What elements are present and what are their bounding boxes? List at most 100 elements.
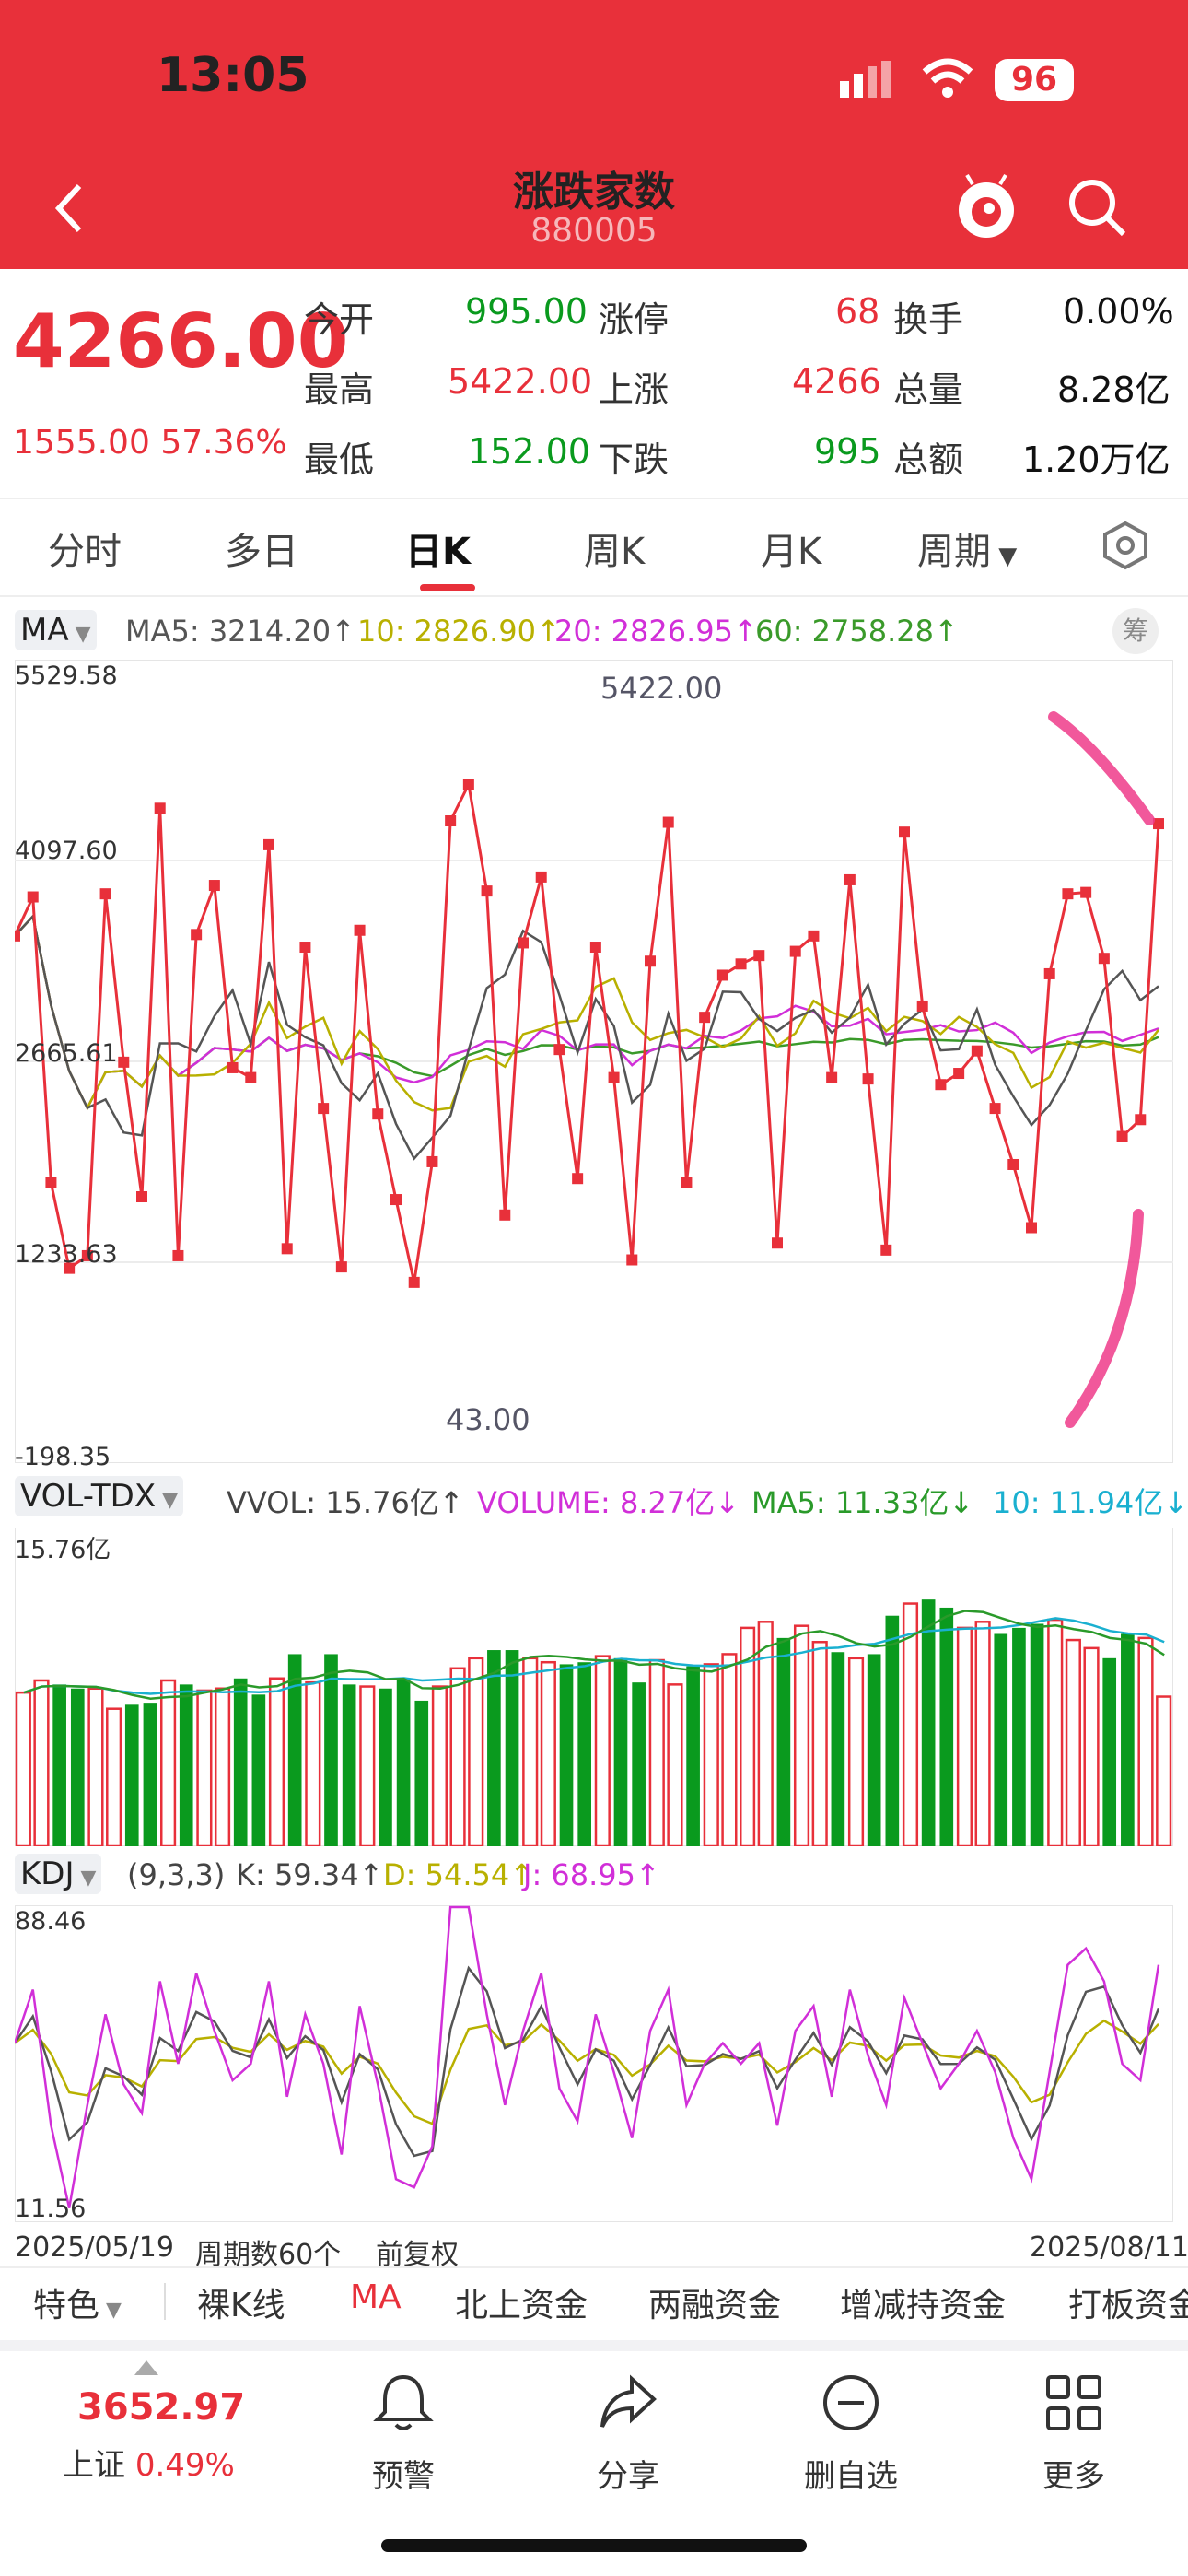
volume-bar — [124, 1704, 139, 1846]
max-value-annotation: 5422.00 — [600, 671, 723, 706]
kdj-params: (9,3,3) — [127, 1857, 226, 1892]
data-point — [172, 1249, 184, 1261]
volume-bar — [740, 1626, 756, 1846]
nav-alert[interactable]: 预警 — [372, 2458, 435, 2495]
data-point — [899, 826, 910, 838]
data-point — [15, 930, 20, 942]
data-point — [808, 930, 820, 942]
tab-daily-k[interactable]: 日K — [405, 531, 471, 573]
volume-bar — [1012, 1627, 1026, 1846]
index-value[interactable]: 3652.97 — [77, 2386, 246, 2429]
turnover-label: 换手 — [893, 299, 964, 340]
data-point — [27, 891, 39, 903]
volume-label: 总量 — [893, 369, 964, 410]
data-point — [989, 1103, 1001, 1115]
data-point — [681, 1177, 693, 1188]
volume-bar — [540, 1660, 556, 1846]
volume-chart[interactable] — [15, 1528, 1173, 1846]
chip-distribution-button[interactable]: 筹 — [1112, 608, 1159, 654]
data-point — [354, 924, 366, 936]
feature-ma[interactable]: MA — [350, 2278, 402, 2316]
vol-selector[interactable]: VOL-TDX ▼ — [15, 1476, 184, 1516]
turnover-value: 0.00% — [1063, 291, 1174, 332]
feature-northbound[interactable]: 北上资金 — [455, 2287, 588, 2324]
tab-period[interactable]: 周期 ▼ — [917, 521, 1017, 575]
data-point — [1007, 1158, 1019, 1170]
open-label: 今开 — [304, 299, 375, 340]
data-point — [481, 885, 493, 897]
volume-bar — [431, 1685, 448, 1846]
feature-special[interactable]: 特色 ▼ — [33, 2278, 122, 2326]
volume-bar — [1065, 1638, 1081, 1846]
feature-limit-board[interactable]: 打板资金 — [1068, 2287, 1188, 2324]
volume-bar — [305, 1680, 321, 1846]
data-point — [880, 1244, 892, 1256]
limit-up-label: 涨停 — [599, 299, 670, 340]
volume-bar — [233, 1678, 248, 1846]
stock-code: 880005 — [530, 212, 658, 250]
volume-bar — [1121, 1633, 1135, 1846]
grid-icon — [1046, 2375, 1101, 2430]
feature-holdings-change[interactable]: 增减持资金 — [840, 2287, 1007, 2324]
data-point — [263, 838, 274, 850]
ma-selector[interactable]: MA ▼ — [15, 610, 97, 650]
kdj-selector[interactable]: KDJ ▼ — [15, 1854, 102, 1894]
volume-bar — [160, 1679, 177, 1846]
nav-remove-watchlist[interactable]: 删自选 — [804, 2458, 898, 2495]
assistant-icon[interactable] — [954, 171, 1019, 245]
amount-value: 1.20万亿 — [1022, 439, 1171, 480]
volume-bar — [70, 1688, 85, 1846]
volume-bar — [268, 1677, 285, 1846]
feature-margin[interactable]: 两融资金 — [648, 2287, 782, 2324]
volume-bar — [251, 1694, 266, 1846]
wifi-icon — [922, 58, 973, 98]
data-point — [1080, 886, 1092, 898]
tab-intraday[interactable]: 分时 — [48, 531, 122, 573]
data-point — [462, 779, 474, 790]
data-point — [191, 929, 203, 941]
volume-bar — [956, 1626, 973, 1846]
tab-multiday[interactable]: 多日 — [225, 531, 298, 573]
volume-bar — [559, 1664, 574, 1846]
feature-naked-k[interactable]: 裸K线 — [197, 2287, 285, 2324]
data-point — [662, 816, 674, 828]
remove-watchlist-icon — [823, 2375, 879, 2430]
data-point — [716, 969, 728, 981]
data-point — [64, 1262, 76, 1274]
adjust-mode[interactable]: 前复权 — [376, 2239, 459, 2271]
nav-more[interactable]: 更多 — [1042, 2458, 1105, 2495]
home-indicator — [381, 2539, 807, 2552]
daily-k-chart[interactable] — [15, 660, 1173, 1463]
settings-hex-icon[interactable] — [1100, 520, 1151, 571]
data-point — [499, 1209, 511, 1221]
chevron-down-icon: ▼ — [68, 623, 91, 646]
high-value: 5422.00 — [448, 361, 593, 402]
data-point — [608, 1071, 620, 1083]
data-point — [699, 1012, 711, 1024]
data-point — [227, 1061, 239, 1073]
volume-bar — [33, 1679, 50, 1846]
tab-monthly-k[interactable]: 月K — [761, 531, 822, 573]
volume-bar — [214, 1687, 231, 1846]
nav-share[interactable]: 分享 — [597, 2458, 659, 2495]
volume-bar — [52, 1684, 66, 1846]
ma20-value: 20: 2826.95↑ — [554, 614, 758, 649]
search-icon[interactable] — [1065, 175, 1129, 240]
vol-selector-label: VOL-TDX — [20, 1478, 157, 1515]
section-divider — [0, 2340, 1188, 2351]
volume-bar — [613, 1657, 628, 1846]
index-info[interactable]: 上证 0.49% — [63, 2440, 235, 2485]
back-icon[interactable] — [50, 181, 87, 236]
volume-bar — [1137, 1636, 1154, 1846]
volume-bar — [939, 1607, 954, 1846]
limit-up-value: 68 — [835, 291, 880, 332]
volume-bar — [487, 1650, 501, 1846]
volume-bar — [902, 1602, 919, 1846]
y-axis-label-top: 5529.58 — [15, 662, 118, 690]
tab-weekly-k[interactable]: 周K — [584, 531, 646, 573]
volume-bar — [811, 1641, 828, 1846]
volume-bar — [1083, 1646, 1100, 1846]
volume-bar — [196, 1689, 213, 1846]
data-point — [735, 958, 747, 970]
kdj-chart[interactable] — [15, 1905, 1173, 2222]
